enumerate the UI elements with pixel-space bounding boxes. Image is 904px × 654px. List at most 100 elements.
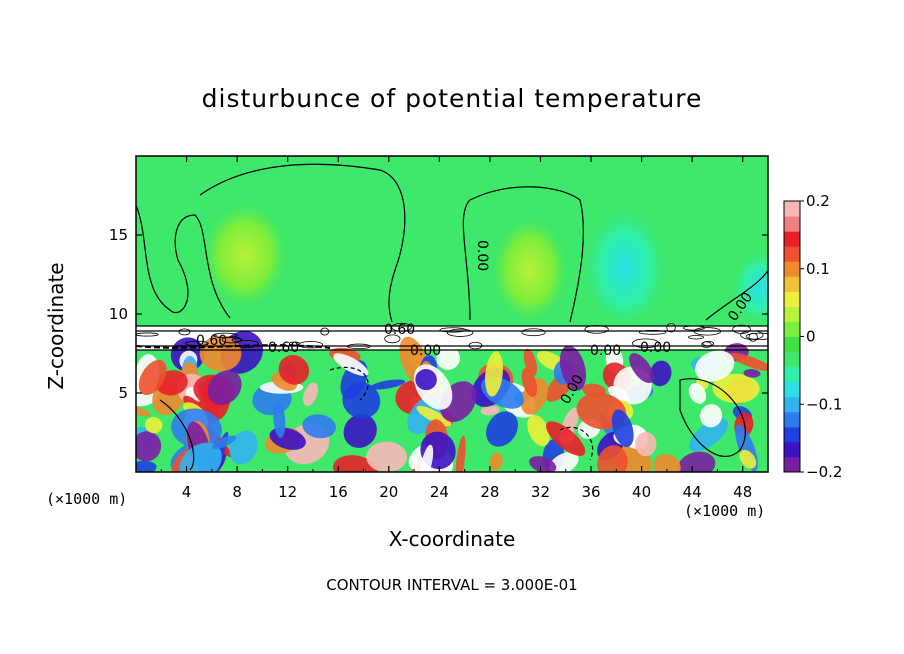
turbulence-blob (415, 369, 437, 391)
inversion-contour (687, 335, 705, 340)
contour-lines (136, 163, 768, 471)
inversion-contour (745, 332, 768, 341)
turbulence-blob (548, 452, 579, 472)
y-tick-label: 15 (109, 226, 128, 244)
inversion-contour (234, 339, 259, 348)
turbulence-blob (343, 414, 377, 448)
x-tick-label: 48 (733, 483, 752, 501)
colorbar-swatch (784, 351, 800, 368)
contour-label: 0.00 (640, 340, 671, 356)
inversion-contour (384, 334, 401, 344)
inversion-contour (231, 338, 243, 343)
x-tick-label: 32 (531, 483, 550, 501)
turbulence-blob (333, 455, 378, 472)
y-axis: 5 10 15 (109, 226, 768, 402)
turbulence-blob (138, 359, 167, 396)
contour-line (559, 426, 594, 461)
turbulence-blob (369, 379, 406, 390)
x-tick-label: 8 (232, 483, 242, 501)
inversion-contour (178, 328, 191, 336)
colorbar-swatch (784, 216, 800, 232)
contour-line (679, 378, 746, 457)
inversion-contour (221, 336, 242, 344)
y-tick-label: 10 (109, 305, 128, 323)
contour-line (136, 344, 331, 349)
contour-line (159, 399, 195, 471)
inversion-contour (666, 322, 676, 333)
turbulence-blob (489, 452, 503, 471)
turbulence-blob (436, 346, 460, 370)
turbulence-blob (419, 444, 434, 472)
contour-label: 0.00 (474, 240, 490, 271)
contour-label: 0.00 (410, 343, 441, 359)
turbulence-blob (559, 345, 587, 391)
warm-plume-1 (200, 200, 290, 310)
turbulence-blob (207, 370, 242, 405)
colorbar-tick-label: −0.2 (806, 463, 842, 481)
colorbar-swatch (784, 276, 800, 292)
colorbar-swatch (784, 201, 800, 217)
turbulence-blob (521, 368, 538, 397)
turbulence-blob (136, 431, 162, 462)
colorbar-swatch (784, 336, 800, 353)
inversion-contour (439, 327, 467, 333)
turbulence-blob (635, 431, 657, 457)
heatmap-field (136, 156, 768, 472)
turbulence-blob (212, 435, 237, 449)
colorbar-swatch (784, 411, 800, 428)
colorbar-tick-label: 0.1 (806, 260, 830, 278)
contour-interval: CONTOUR INTERVAL = 3.000E-01 (326, 576, 578, 594)
turbulence-blob (455, 435, 466, 472)
turbulence-blob (545, 421, 586, 456)
contour-label: 0.00 (590, 343, 621, 359)
turbulence-blob (712, 373, 760, 404)
contour-line (705, 269, 768, 321)
cool-plume-1 (580, 190, 670, 320)
y-axis-label: Z-coordinate (44, 262, 68, 390)
x-tick-label: 36 (581, 483, 600, 501)
colorbar-swatch (784, 261, 800, 277)
colorbar-tick-label: −0.1 (806, 395, 842, 413)
x-tick-label: 44 (683, 483, 702, 501)
x-axis-label: X-coordinate (388, 527, 516, 551)
colorbar-swatch (784, 426, 800, 443)
colorbar-swatch (784, 396, 800, 413)
colorbar-swatch (784, 231, 800, 247)
turbulence-blob (342, 382, 381, 419)
turbulence-blob (199, 335, 242, 372)
colorbar: 0.2 0.1 0 −0.1 −0.2 (783, 192, 842, 481)
turbulence-blob (302, 414, 336, 439)
x-unit-right: (×1000 m) (684, 502, 766, 520)
x-unit-left: (×1000 m) (46, 490, 128, 508)
cool-plume-2 (730, 240, 768, 320)
colorbar-swatch (784, 456, 800, 473)
contour-label: 0.60 (196, 333, 227, 349)
turbulence-blob (695, 350, 735, 382)
contour-line (136, 204, 231, 319)
y-tick-label: 5 (118, 384, 128, 402)
x-tick-label: 24 (430, 483, 449, 501)
turbulence-blob (611, 409, 634, 448)
colorbar-tick-label: 0.2 (806, 192, 830, 210)
x-tick-label: 20 (379, 483, 398, 501)
turbulence-blob (527, 414, 550, 447)
inversion-contour (748, 332, 758, 342)
contour-line (136, 325, 768, 351)
inversion-contour (212, 332, 238, 339)
inversion-contour (521, 328, 546, 337)
turbulence-blob (739, 449, 757, 469)
turbulence-blob (700, 404, 723, 428)
colorbar-swatch (784, 366, 800, 383)
turbulence-blob (366, 441, 408, 472)
turbulence-blob (688, 382, 707, 404)
turbulence-blob (608, 386, 630, 403)
turbulence-blob (689, 418, 729, 452)
colorbar-swatch (784, 441, 800, 458)
turbulence-blob (278, 355, 310, 385)
turbulence-blob (649, 360, 672, 387)
turbulence-blob (485, 351, 503, 397)
turbulence-blob (486, 411, 518, 447)
contour-line (329, 366, 369, 401)
turbulence-blob (179, 442, 222, 472)
